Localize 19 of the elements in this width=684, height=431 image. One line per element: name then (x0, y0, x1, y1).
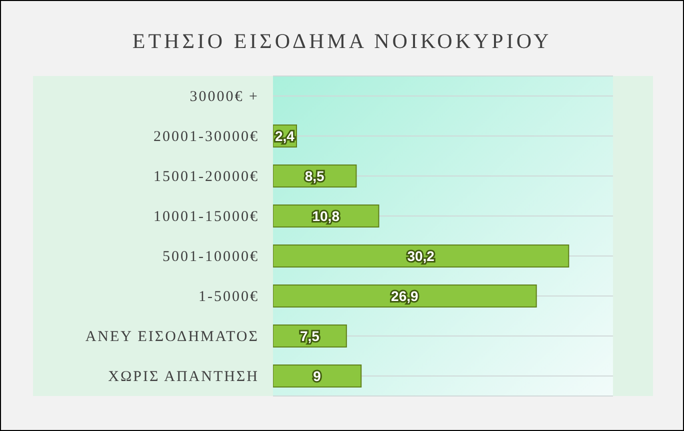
data-label: 8,5 (304, 168, 325, 184)
data-label: 2,4 (275, 128, 295, 144)
y-tick-label: 10001-15000€ (154, 209, 259, 225)
y-tick-label: ΧΩΡΙΣ ΑΠΑΝΤΗΣΗ (108, 369, 259, 385)
data-label: 10,8 (312, 208, 340, 224)
data-label: 30,2 (407, 248, 435, 264)
y-tick-label: 5001-10000€ (162, 249, 259, 265)
y-tick-label: ΑΝΕΥ ΕΙΣΟΔΗΜΑΤΟΣ (85, 329, 259, 345)
data-label: 26,9 (391, 288, 419, 304)
bar (273, 284, 537, 308)
bar (273, 244, 570, 268)
y-tick-label: 15001-20000€ (154, 169, 259, 185)
y-tick-label: 30000€ + (190, 89, 259, 105)
data-label: 7,5 (300, 328, 320, 344)
chart-title: ΕΤΗΣΙΟ ΕΙΣΟΔΗΜΑ ΝΟΙΚΟΚΥΡΙΟΥ (131, 29, 553, 54)
bar (273, 364, 362, 388)
y-tick-label: 20001-30000€ (154, 129, 259, 145)
y-tick-label: 1-5000€ (198, 289, 259, 305)
data-label: 9 (313, 368, 322, 384)
